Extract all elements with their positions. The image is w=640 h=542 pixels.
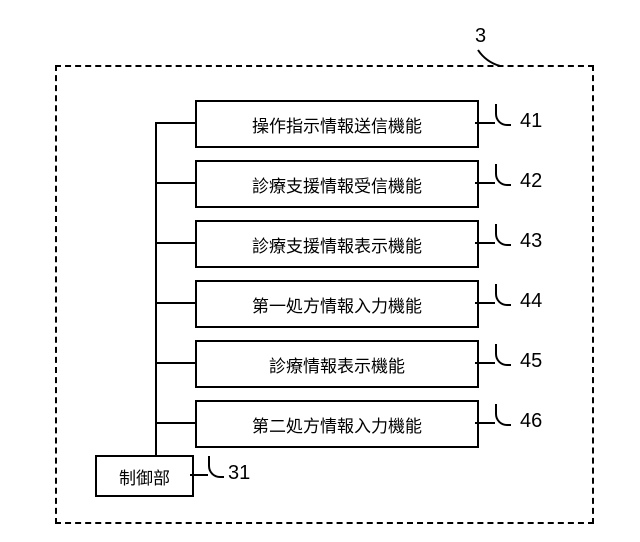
ref-46: 46 — [520, 410, 542, 433]
func-box-43: 診療支援情報表示機能 — [195, 220, 479, 268]
ref-44: 44 — [520, 290, 542, 313]
ref-lead — [475, 182, 495, 184]
ref-lead — [475, 302, 495, 304]
func-label: 操作指示情報送信機能 — [252, 112, 422, 137]
control-box: 制御部 — [95, 455, 194, 497]
container-ref: 3 — [475, 25, 486, 48]
ref-lead — [190, 474, 208, 476]
bus-branch — [155, 182, 195, 184]
bus-branch — [155, 302, 195, 304]
func-box-44: 第一処方情報入力機能 — [195, 280, 479, 328]
ref-lead — [475, 122, 495, 124]
func-box-45: 診療情報表示機能 — [195, 340, 479, 388]
func-box-41: 操作指示情報送信機能 — [195, 100, 479, 148]
bus-branch — [155, 362, 195, 364]
ref-31: 31 — [228, 462, 250, 485]
func-box-42: 診療支援情報受信機能 — [195, 160, 479, 208]
ref-lead — [475, 242, 495, 244]
ref-42: 42 — [520, 170, 542, 193]
bus-branch — [155, 242, 195, 244]
diagram-canvas: 3 操作指示情報送信機能 41 診療支援情報受信機能 42 診療支援情報表示機能… — [0, 0, 640, 542]
func-label: 診療支援情報表示機能 — [252, 232, 422, 257]
ref-45: 45 — [520, 350, 542, 373]
ref-lead — [475, 422, 495, 424]
func-label: 診療支援情報受信機能 — [252, 172, 422, 197]
func-label: 診療情報表示機能 — [269, 352, 405, 377]
func-box-46: 第二処方情報入力機能 — [195, 400, 479, 448]
func-label: 第一処方情報入力機能 — [252, 292, 422, 317]
ref-lead — [475, 362, 495, 364]
control-label: 制御部 — [119, 464, 170, 489]
bus-vertical — [155, 122, 157, 465]
bus-branch — [155, 122, 195, 124]
bus-branch — [155, 422, 195, 424]
ref-43: 43 — [520, 230, 542, 253]
func-label: 第二処方情報入力機能 — [252, 412, 422, 437]
ref-41: 41 — [520, 110, 542, 133]
